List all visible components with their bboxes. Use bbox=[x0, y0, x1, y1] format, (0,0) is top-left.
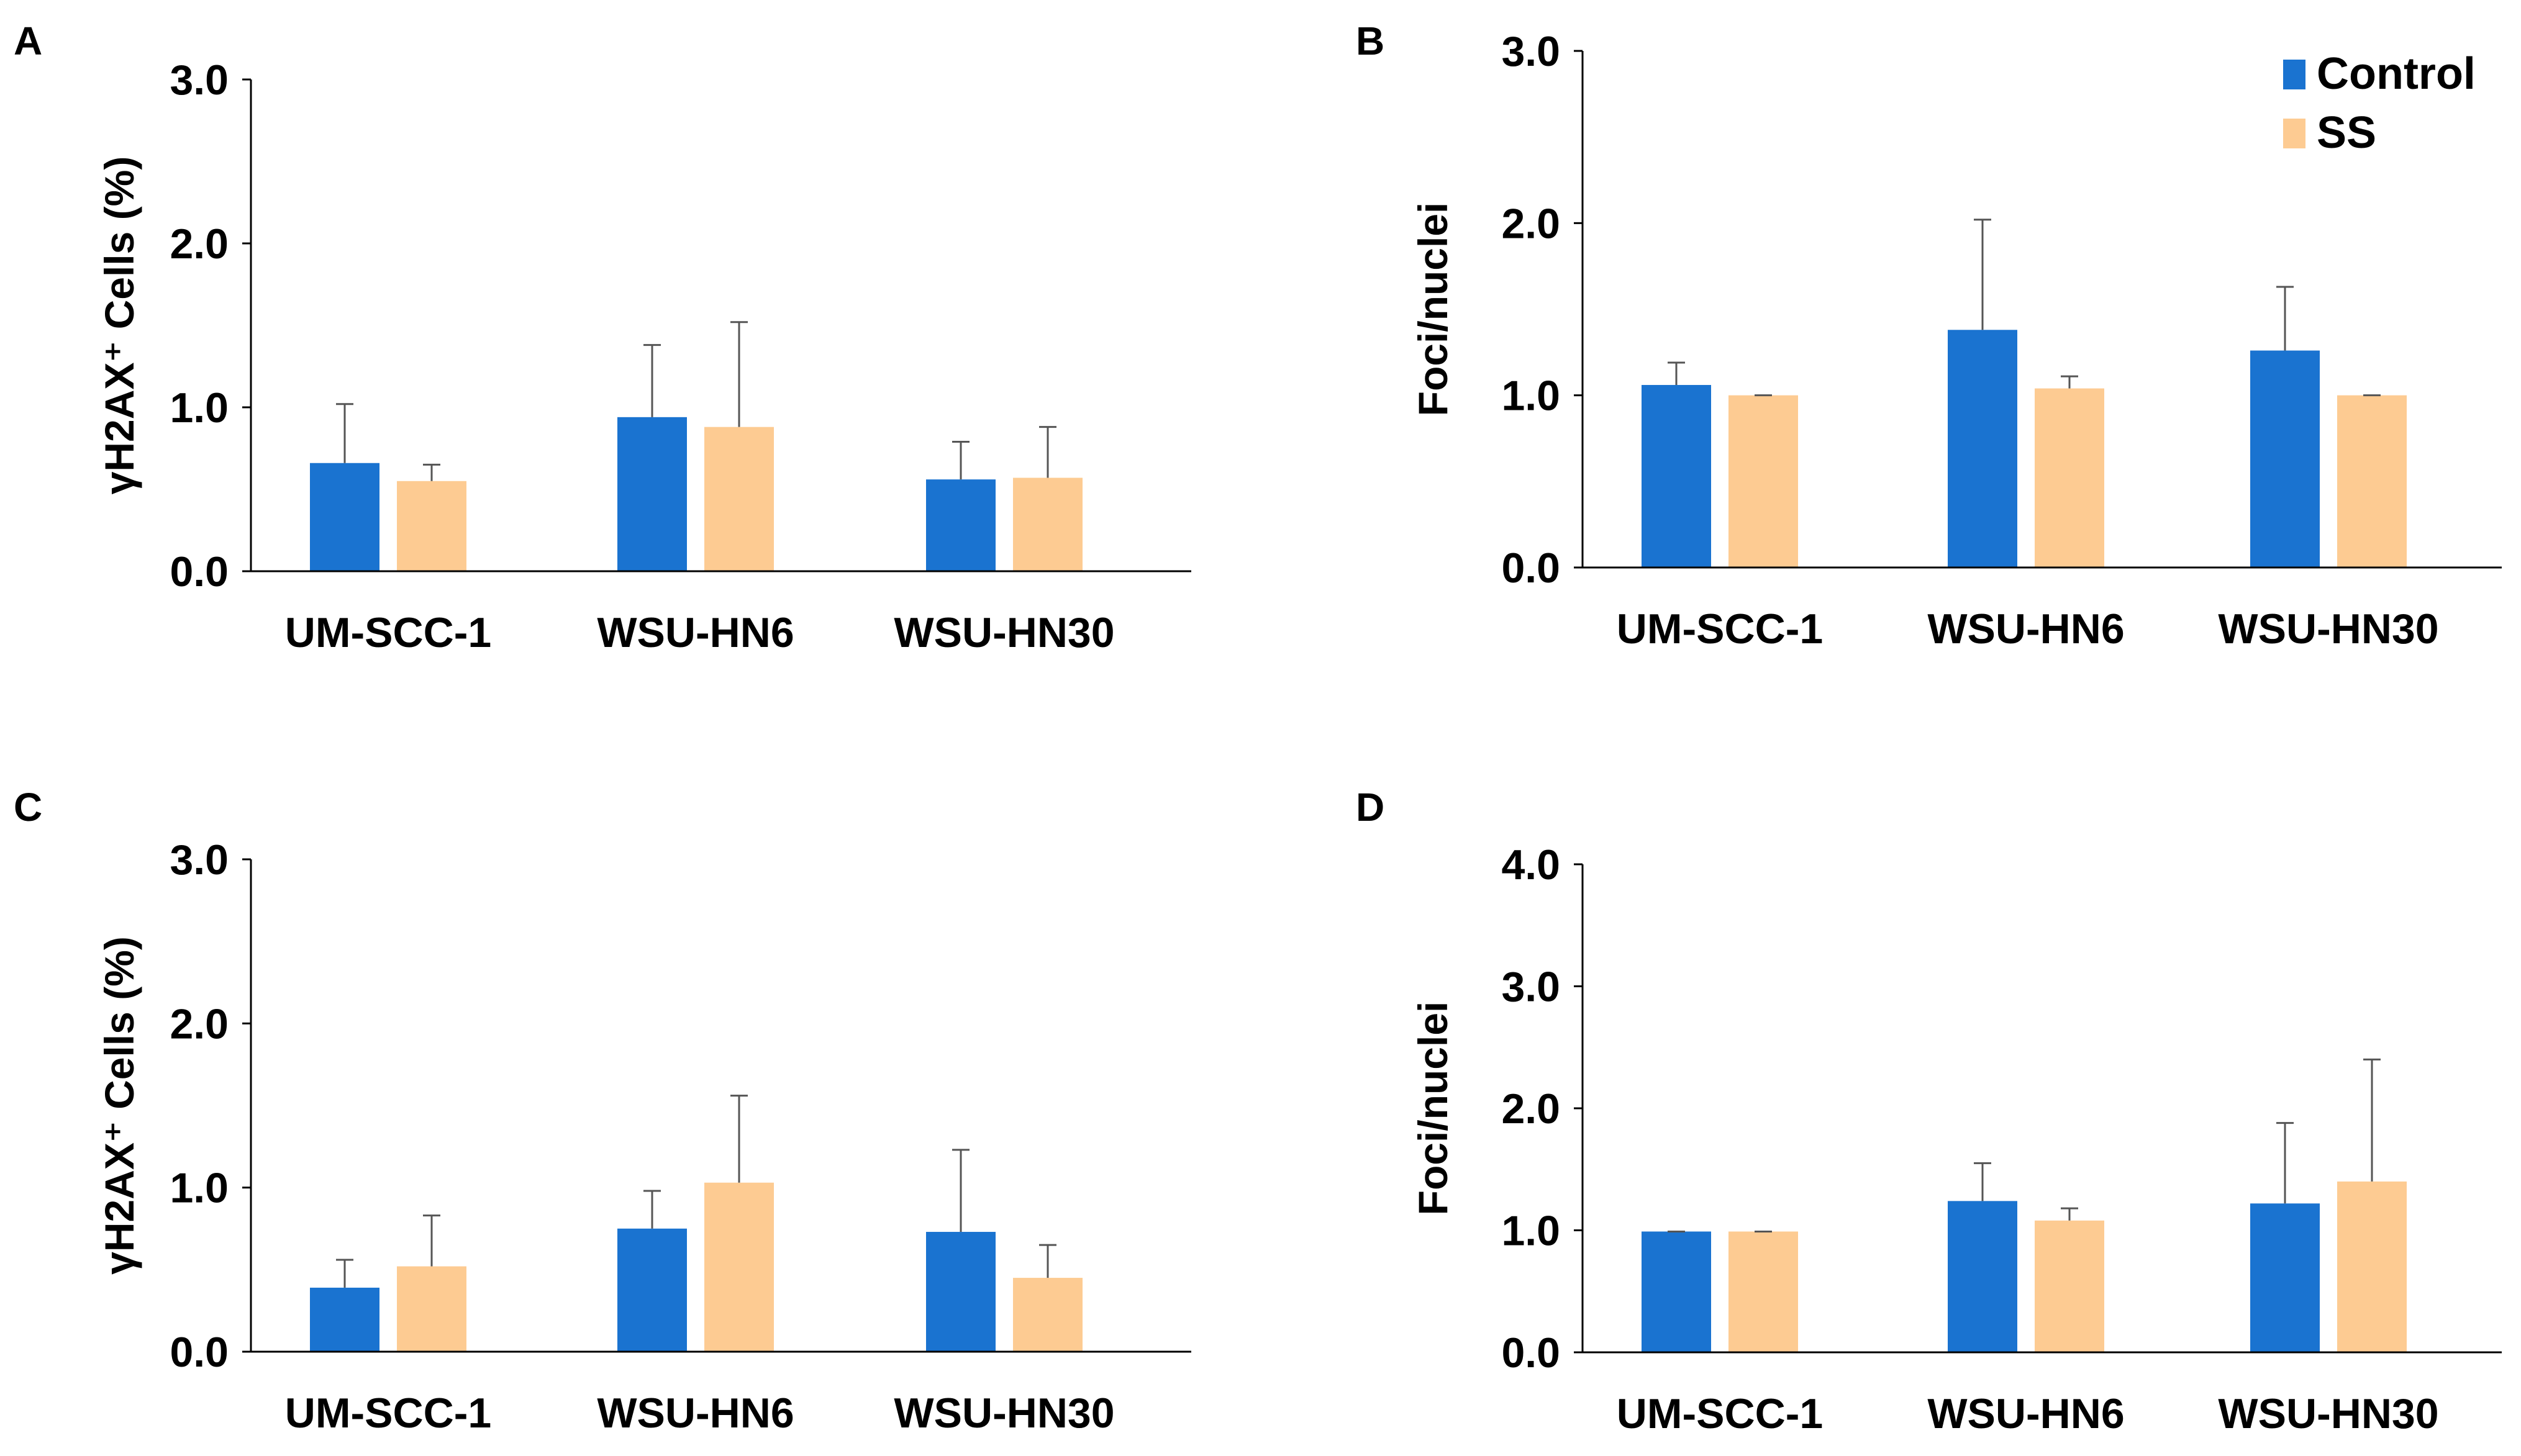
bar-control-wsu-hn30 bbox=[2250, 1203, 2320, 1352]
y-tick-label: 3.0 bbox=[1501, 28, 1560, 75]
bar-ss-wsu-hn30 bbox=[1013, 477, 1083, 571]
y-tick-label: 3.0 bbox=[1501, 964, 1560, 1011]
x-category-label: UM-SCC-1 bbox=[1617, 605, 1823, 653]
x-category-label: WSU-HN6 bbox=[597, 609, 794, 656]
x-category-label: WSU-HN6 bbox=[1927, 1390, 2124, 1437]
panel-letter: D bbox=[1356, 785, 1384, 830]
legend-swatch-ss bbox=[2283, 119, 2305, 148]
y-tick-label: 3.0 bbox=[170, 836, 229, 884]
y-tick-label: 0.0 bbox=[1501, 545, 1560, 592]
bar-control-wsu-hn6 bbox=[617, 1228, 687, 1352]
legend-label-ss: SS bbox=[2317, 108, 2376, 158]
panel-letter: C bbox=[14, 785, 42, 830]
bar-ss-wsu-hn6 bbox=[704, 427, 774, 571]
x-category-label: WSU-HN6 bbox=[1927, 605, 2124, 653]
x-category-label: WSU-HN6 bbox=[597, 1390, 794, 1437]
x-category-label: WSU-HN30 bbox=[2218, 605, 2438, 653]
legend: Control SS bbox=[2283, 49, 2476, 158]
bar-ss-wsu-hn30 bbox=[2337, 1181, 2407, 1352]
x-category-label: WSU-HN30 bbox=[894, 1390, 1114, 1437]
bar-ss-um-scc-1 bbox=[1728, 1231, 1798, 1352]
legend-label-control: Control bbox=[2317, 49, 2476, 99]
legend-swatch-control bbox=[2283, 60, 2305, 89]
bar-ss-wsu-hn6 bbox=[704, 1182, 774, 1352]
bar-ss-wsu-hn30 bbox=[1013, 1278, 1083, 1352]
y-axis-label: γH2AX⁺ Cells (%) bbox=[96, 936, 142, 1275]
y-tick-label: 4.0 bbox=[1501, 841, 1560, 889]
bar-ss-wsu-hn30 bbox=[2337, 395, 2407, 567]
y-tick-label: 0.0 bbox=[170, 548, 229, 595]
bar-control-um-scc-1 bbox=[1642, 385, 1711, 567]
y-tick-label: 2.0 bbox=[170, 220, 229, 268]
bar-control-wsu-hn30 bbox=[926, 1232, 996, 1352]
bar-control-wsu-hn30 bbox=[2250, 350, 2320, 567]
panel-letter: A bbox=[14, 19, 42, 63]
panel-letter: B bbox=[1356, 19, 1384, 63]
bar-control-wsu-hn30 bbox=[926, 479, 996, 571]
y-tick-label: 1.0 bbox=[1501, 1208, 1560, 1255]
bar-control-wsu-hn6 bbox=[1948, 1201, 2017, 1352]
chart-panel-d: D Foci/nuclei 0.0 1.0 2.0 3.0 4.0 UM-SCC-1 WSU-H… bbox=[1356, 785, 2502, 1437]
y-tick-label: 2.0 bbox=[1501, 200, 1560, 247]
y-tick-label: 1.0 bbox=[170, 1165, 229, 1212]
y-tick-label: 2.0 bbox=[1501, 1085, 1560, 1133]
y-tick-label: 1.0 bbox=[1501, 373, 1560, 420]
bar-ss-wsu-hn6 bbox=[2035, 1220, 2104, 1352]
x-category-label: WSU-HN30 bbox=[2218, 1390, 2438, 1437]
x-category-label: WSU-HN30 bbox=[894, 609, 1114, 656]
bar-ss-um-scc-1 bbox=[397, 1266, 466, 1352]
y-tick-label: 1.0 bbox=[170, 384, 229, 432]
y-axis-label: Foci/nuclei bbox=[1410, 202, 1456, 417]
bar-control-um-scc-1 bbox=[310, 1287, 379, 1352]
bar-control-um-scc-1 bbox=[310, 463, 379, 571]
bar-control-um-scc-1 bbox=[1642, 1231, 1711, 1352]
y-axis-label: γH2AX⁺ Cells (%) bbox=[96, 156, 142, 495]
x-category-label: UM-SCC-1 bbox=[285, 1390, 491, 1437]
bar-ss-um-scc-1 bbox=[1728, 395, 1798, 567]
y-tick-label: 0.0 bbox=[1501, 1329, 1560, 1377]
chart-panel-b: B Foci/nuclei 0.0 1.0 2.0 3.0 UM-SCC-1 WSU-HN6 W… bbox=[1356, 19, 2502, 653]
x-category-label: UM-SCC-1 bbox=[285, 609, 491, 656]
y-axis-label: Foci/nuclei bbox=[1410, 1002, 1456, 1216]
y-tick-label: 2.0 bbox=[170, 1000, 229, 1047]
bar-ss-um-scc-1 bbox=[397, 481, 466, 571]
y-tick-label: 3.0 bbox=[170, 57, 229, 104]
x-category-label: UM-SCC-1 bbox=[1617, 1390, 1823, 1437]
bar-control-wsu-hn6 bbox=[1948, 330, 2017, 567]
bar-control-wsu-hn6 bbox=[617, 417, 687, 571]
y-tick-label: 0.0 bbox=[170, 1329, 229, 1376]
bar-ss-wsu-hn6 bbox=[2035, 388, 2104, 567]
